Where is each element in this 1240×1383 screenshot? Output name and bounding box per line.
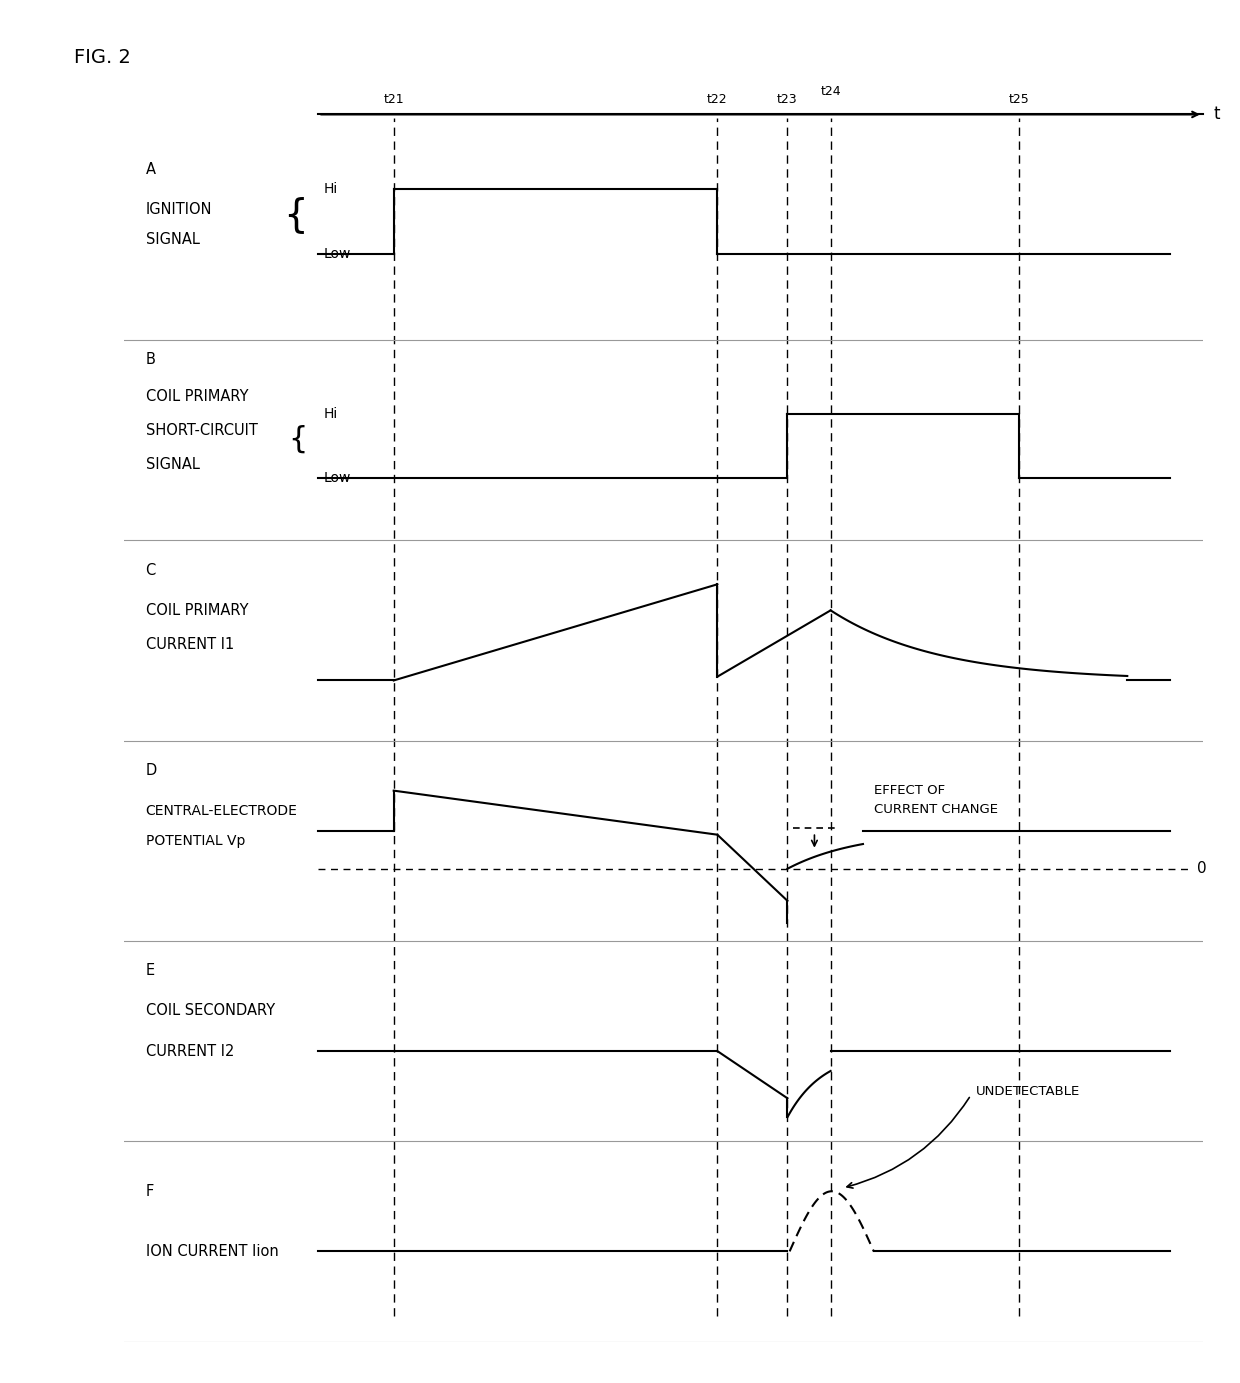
Text: t25: t25: [1009, 93, 1029, 105]
Text: SIGNAL: SIGNAL: [145, 232, 200, 248]
Text: EFFECT OF: EFFECT OF: [874, 784, 945, 797]
Text: COIL SECONDARY: COIL SECONDARY: [145, 1004, 275, 1018]
Text: A: A: [145, 162, 155, 177]
Text: IGNITION: IGNITION: [145, 202, 212, 217]
Text: t21: t21: [383, 93, 404, 105]
Text: E: E: [145, 964, 155, 978]
Text: Hi: Hi: [324, 407, 337, 420]
Text: C: C: [145, 563, 156, 578]
Text: CURRENT I2: CURRENT I2: [145, 1044, 234, 1058]
Text: CURRENT CHANGE: CURRENT CHANGE: [874, 804, 998, 816]
Text: t: t: [1214, 105, 1220, 123]
Text: t23: t23: [777, 93, 797, 105]
Text: D: D: [145, 763, 156, 779]
Text: FIG. 2: FIG. 2: [74, 48, 131, 68]
Text: B: B: [145, 353, 155, 368]
Text: t22: t22: [707, 93, 728, 105]
Text: {: {: [288, 425, 308, 454]
Text: Low: Low: [324, 246, 351, 260]
Text: t24: t24: [821, 86, 841, 98]
Text: {: {: [283, 196, 308, 234]
Text: CURRENT I1: CURRENT I1: [145, 638, 234, 651]
Text: COIL PRIMARY: COIL PRIMARY: [145, 603, 248, 618]
Text: SHORT-CIRCUIT: SHORT-CIRCUIT: [145, 423, 258, 437]
Text: ION CURRENT Iion: ION CURRENT Iion: [145, 1243, 278, 1259]
Text: POTENTIAL Vp: POTENTIAL Vp: [145, 834, 246, 848]
Text: CENTRAL-ELECTRODE: CENTRAL-ELECTRODE: [145, 804, 298, 817]
Text: UNDETECTABLE: UNDETECTABLE: [976, 1084, 1080, 1098]
Text: Low: Low: [324, 470, 351, 485]
Text: F: F: [145, 1184, 154, 1199]
Text: Hi: Hi: [324, 183, 337, 196]
Text: 0: 0: [1198, 862, 1207, 877]
Text: COIL PRIMARY: COIL PRIMARY: [145, 389, 248, 404]
Text: SIGNAL: SIGNAL: [145, 456, 200, 472]
